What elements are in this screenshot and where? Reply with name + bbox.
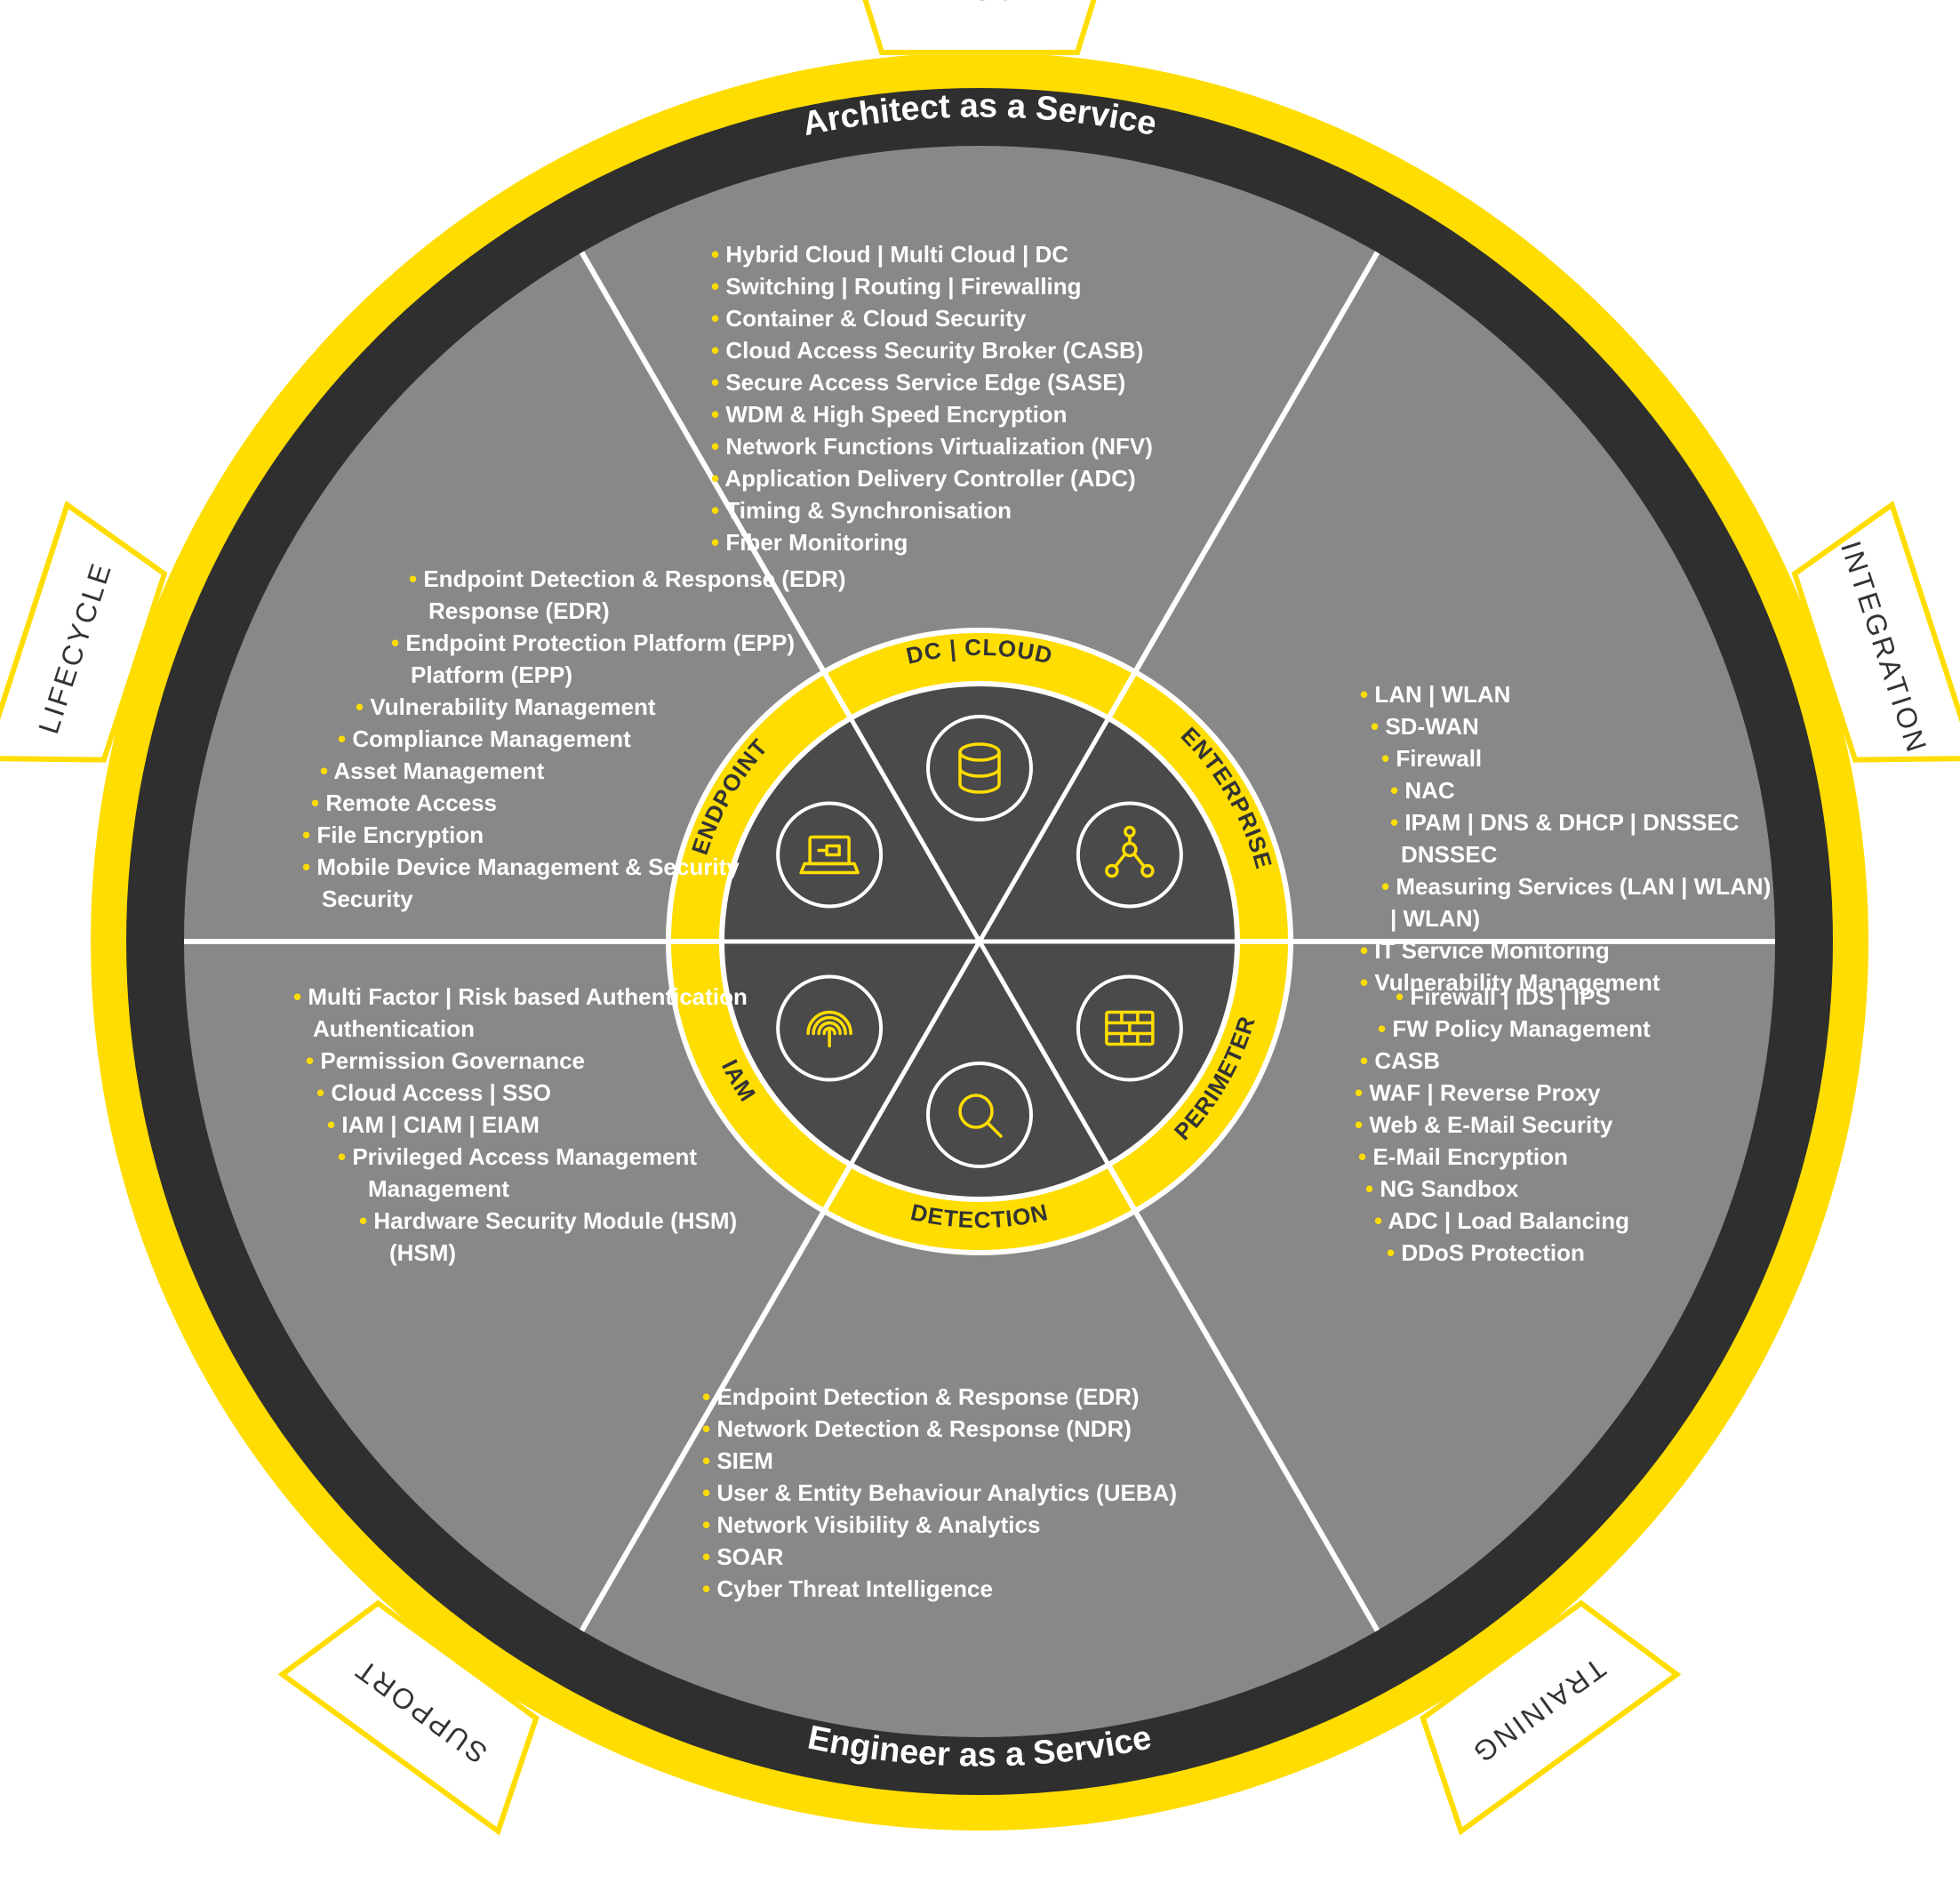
list-item: • Fiber Monitoring [711,529,908,556]
list-item: Management [368,1175,509,1202]
list-item: • Endpoint Detection & Response (EDR) [702,1383,1140,1410]
list-item: • Endpoint Detection & Response (EDR) [409,565,846,592]
list-item: • LAN | WLAN [1360,681,1510,708]
list-item: • Asset Management [320,757,545,784]
list-item: • Timing & Synchronisation [711,497,1012,524]
list-item: • Privileged Access Management [338,1143,697,1170]
list-item: • Endpoint Protection Platform (EPP) [391,629,795,656]
list-item: • IT Service Monitoring [1360,937,1610,964]
outer-tab-label: ADVISORY [896,0,1064,6]
list-item: • CASB [1360,1047,1440,1074]
list-item: Security [322,885,413,912]
list-item: • Hybrid Cloud | Multi Cloud | DC [711,241,1068,268]
list-item: • E-Mail Encryption [1358,1143,1568,1170]
list-item: • WDM & High Speed Encryption [711,401,1068,428]
list-item: • FW Policy Management [1378,1015,1651,1042]
list-item: • Multi Factor | Risk based Authenticati… [293,983,748,1010]
list-item: | WLAN) [1390,905,1480,932]
outer-tab-advisory: ADVISORY [846,0,1113,52]
list-item: (HSM) [389,1239,456,1266]
list-item: • File Encryption [302,821,484,848]
list-item: • ADC | Load Balancing [1374,1207,1629,1234]
list-item: • Firewall | IDS | IPS [1396,983,1611,1010]
list-item: • Container & Cloud Security [711,305,1027,332]
list-item: • Remote Access [311,789,497,816]
list-item: • WAF | Reverse Proxy [1355,1079,1601,1106]
list-item: • Application Delivery Controller (ADC) [711,465,1136,492]
list-item: DNSSEC [1401,841,1498,868]
list-item: • SD-WAN [1371,713,1479,740]
list-item: • Web & E-Mail Security [1355,1111,1613,1138]
list-item: • Network Functions Virtualization (NFV) [711,433,1153,460]
list-item: • User & Entity Behaviour Analytics (UEB… [702,1479,1177,1506]
list-item: • Secure Access Service Edge (SASE) [711,369,1125,396]
list-item: • IAM | CIAM | EIAM [327,1111,540,1138]
sector-items-perimeter: • Firewall | IDS | IPS • FW Policy Manage… [1355,983,1651,1266]
list-item: • NG Sandbox [1365,1175,1519,1202]
list-item: • Vulnerability Management [356,693,656,720]
list-item: • Hardware Security Module (HSM) [359,1207,737,1234]
list-item: • Compliance Management [338,725,631,752]
list-item: Response (EDR) [428,597,610,624]
list-item: Authentication [313,1015,475,1042]
list-item: • Cloud Access Security Broker (CASB) [711,337,1143,364]
list-item: • NAC [1390,777,1455,804]
list-item: Platform (EPP) [411,661,572,688]
list-item: • Mobile Device Management & Security [302,853,740,880]
list-item: • Cloud Access | SSO [316,1079,551,1106]
list-item: • Measuring Services (LAN | WLAN) [1381,873,1771,900]
list-item: • Network Visibility & Analytics [702,1511,1040,1538]
list-item: • SOAR [702,1543,784,1570]
list-item: • Network Detection & Response (NDR) [702,1415,1132,1442]
list-item: • IPAM | DNS & DHCP | DNSSEC [1390,809,1740,836]
list-item: • Permission Governance [306,1047,585,1074]
list-item: • Switching | Routing | Firewalling [711,273,1082,300]
list-item: • Firewall [1381,745,1482,772]
list-item: • DDoS Protection [1387,1239,1585,1266]
list-item: • SIEM [702,1447,773,1474]
list-item: • Cyber Threat Intelligence [702,1575,993,1602]
